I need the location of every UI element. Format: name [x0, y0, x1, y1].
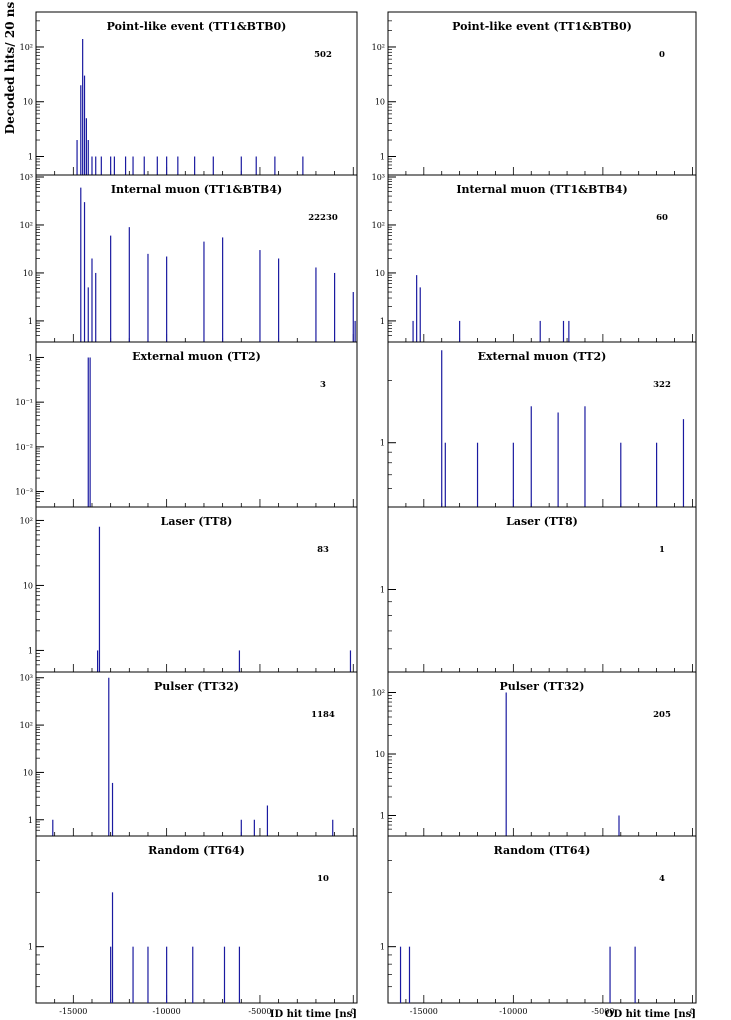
panel-title: Laser (TT8) [161, 515, 233, 528]
y-tick-label: 10³ [20, 674, 33, 683]
x-axis-title-id: ID hit time [ns] [270, 1009, 357, 1020]
x-tick-label: -5000 [248, 1007, 271, 1016]
y-tick-label: 1 [28, 816, 33, 825]
panel-frame [387, 835, 697, 1004]
panel-frame [387, 506, 697, 673]
y-tick-label: 1 [28, 317, 33, 326]
entries-count: 60 [656, 213, 668, 223]
x-tick-label: 0 [351, 1007, 356, 1016]
y-tick-label: 10 [23, 269, 33, 278]
y-tick-label: 1 [380, 439, 385, 448]
panel-frame [35, 506, 358, 673]
y-tick-label: 1 [28, 646, 33, 655]
panel-title: Internal muon (TT1&BTB4) [111, 183, 282, 196]
entries-count: 3 [320, 380, 326, 390]
y-tick-label: 10² [20, 721, 33, 730]
entries-count: 10 [317, 874, 329, 884]
y-tick-label: 10 [375, 269, 385, 278]
y-tick-label: 10³ [20, 173, 33, 182]
y-tick-label: 10 [23, 581, 33, 590]
panel-frame [35, 835, 358, 1004]
x-tick-label: -10000 [499, 1007, 527, 1016]
y-tick-label: 1 [28, 153, 33, 162]
y-tick-label: 10 [23, 768, 33, 777]
panel-frame [387, 174, 697, 343]
entries-count: 322 [653, 380, 671, 390]
y-tick-label: 1 [28, 943, 33, 952]
panel-title: Random (TT64) [148, 844, 245, 857]
y-tick-label: 10³ [372, 173, 385, 182]
panel-title: Point-like event (TT1&BTB0) [107, 20, 287, 33]
y-tick-label: 10⁻² [15, 443, 33, 452]
panel-title: Internal muon (TT1&BTB4) [456, 183, 627, 196]
y-tick-label: 10² [20, 516, 33, 525]
x-axis-title-od: OD hit time [ns] [605, 1009, 696, 1020]
entries-count: 205 [653, 710, 671, 720]
x-tick-label: -5000 [591, 1007, 614, 1016]
panel-title: Pulser (TT32) [500, 680, 585, 693]
entries-count: 1 [659, 545, 665, 555]
y-tick-label: 10² [20, 43, 33, 52]
y-tick-label: 1 [380, 153, 385, 162]
y-tick-label: 10² [372, 689, 385, 698]
y-tick-label: 1 [380, 811, 385, 820]
x-tick-label: 0 [690, 1007, 695, 1016]
panel-frame [387, 671, 697, 837]
panel-title: External muon (TT2) [132, 350, 261, 363]
x-tick-label: -15000 [59, 1007, 87, 1016]
panel-frame [35, 671, 358, 837]
entries-count: 83 [317, 545, 329, 555]
y-tick-label: 10² [372, 43, 385, 52]
panel-title: Laser (TT8) [506, 515, 578, 528]
y-axis-title: Decoded hits/ 20 ns [3, 2, 17, 135]
panel-title: Random (TT64) [494, 844, 591, 857]
panel-frame [35, 341, 358, 508]
x-tick-label: -10000 [153, 1007, 181, 1016]
y-tick-label: 1 [380, 317, 385, 326]
y-tick-label: 10⁻³ [15, 488, 33, 497]
panel-title: Point-like event (TT1&BTB0) [452, 20, 632, 33]
panel-title: External muon (TT2) [478, 350, 607, 363]
y-tick-label: 10² [20, 221, 33, 230]
entries-count: 502 [314, 50, 332, 60]
entries-count: 1184 [311, 710, 335, 720]
entries-count: 0 [659, 50, 665, 60]
panel-frame [387, 341, 697, 508]
y-tick-label: 10 [23, 98, 33, 107]
entries-count: 4 [659, 874, 665, 884]
entries-count: 22230 [308, 213, 338, 223]
panel-frame [387, 11, 697, 176]
y-tick-label: 10 [375, 750, 385, 759]
y-tick-label: 1 [28, 353, 33, 362]
panel-title: Pulser (TT32) [154, 680, 239, 693]
y-tick-label: 10 [375, 98, 385, 107]
x-tick-label: -15000 [410, 1007, 438, 1016]
y-tick-label: 10⁻¹ [15, 398, 33, 407]
y-tick-label: 10² [372, 221, 385, 230]
y-tick-label: 1 [380, 586, 385, 595]
y-tick-label: 1 [380, 943, 385, 952]
